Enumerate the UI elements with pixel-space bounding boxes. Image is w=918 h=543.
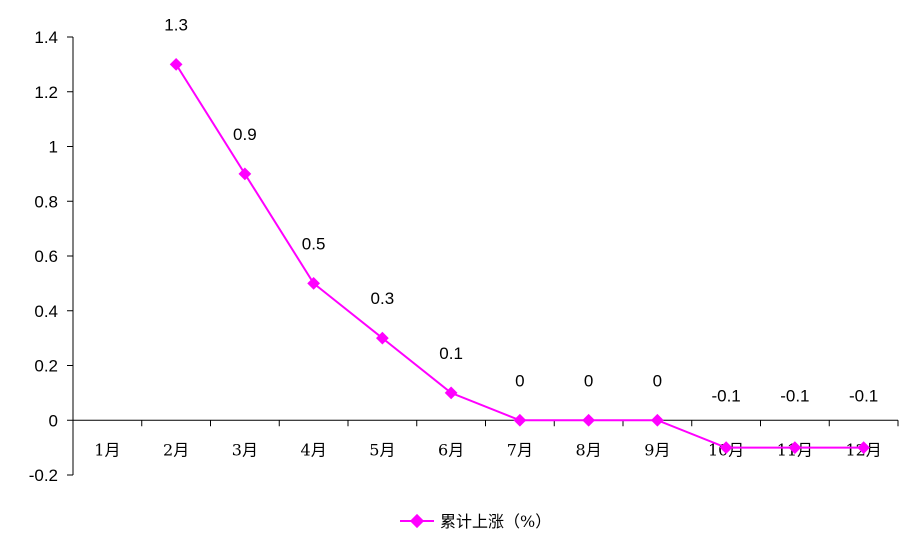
data-label: -0.1 <box>780 387 809 406</box>
y-tick-label: 1.2 <box>34 83 58 102</box>
data-point <box>238 167 252 181</box>
data-label: 0 <box>653 371 662 390</box>
data-labels: 1.3 0.9 0.5 0.3 0.1 0 0 0 -0.1 -0.1 -0.1 <box>164 15 878 405</box>
x-tick-label: 1月 <box>94 440 120 459</box>
data-point <box>582 413 595 427</box>
legend-marker-swatch <box>409 513 425 529</box>
y-tick-label: 1 <box>49 138 58 157</box>
legend: 累计上涨（%） <box>400 512 551 531</box>
x-tick-label: 8月 <box>576 440 602 459</box>
y-tick-label: 0.6 <box>34 247 58 266</box>
data-label: 0.5 <box>302 234 326 253</box>
data-point <box>376 331 389 345</box>
series-layer <box>169 58 870 454</box>
data-label: 0.1 <box>439 344 463 363</box>
data-label: -0.1 <box>711 387 740 406</box>
x-tick-label: 4月 <box>301 440 327 459</box>
data-label: 0.9 <box>233 125 257 144</box>
y-tick-label: 0.8 <box>34 192 58 211</box>
y-tick-label: -0.2 <box>29 466 58 485</box>
x-tick-label: 6月 <box>438 440 464 459</box>
data-point <box>169 58 183 71</box>
y-tick-label: 0.2 <box>34 357 58 376</box>
data-label: -0.1 <box>849 387 878 406</box>
data-point <box>307 277 320 290</box>
y-tick-label: 1.4 <box>34 28 58 47</box>
y-tick-label: 0.4 <box>34 302 58 321</box>
x-tick-label: 9月 <box>644 440 670 459</box>
y-tick-label: 0 <box>49 411 58 430</box>
x-tick-label: 7月 <box>507 440 533 459</box>
data-point <box>444 386 458 400</box>
data-label: 0 <box>515 371 524 390</box>
legend-label: 累计上涨（%） <box>440 512 551 531</box>
x-axis: 1月2月3月4月5月6月7月8月9月10月11月12月 <box>72 419 899 459</box>
data-label: 1.3 <box>164 15 188 34</box>
data-point <box>651 413 664 427</box>
y-axis: -0.2 0 0.2 0.4 0.6 0.8 1 1.2 1.4 <box>29 28 74 485</box>
data-label: 0 <box>584 371 593 390</box>
data-label: 0.3 <box>371 289 395 308</box>
x-tick-label: 2月 <box>163 440 189 459</box>
x-tick-label: 5月 <box>369 440 395 459</box>
x-tick-label: 3月 <box>232 440 258 459</box>
data-point <box>513 413 527 427</box>
